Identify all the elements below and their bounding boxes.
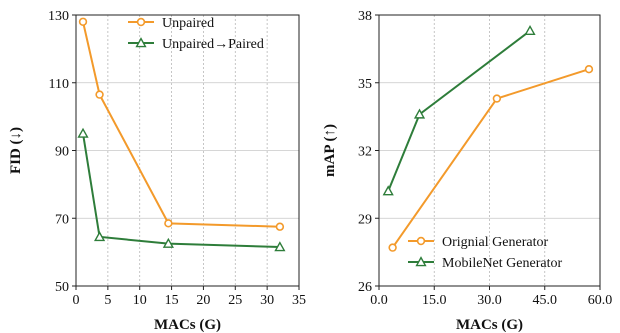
data-point-0 <box>164 219 173 228</box>
x-axis-label: MACs (G) <box>456 317 523 333</box>
series-line-1 <box>82 133 280 249</box>
data-point-1 <box>77 127 89 138</box>
y-tick-label: 70 <box>55 212 69 227</box>
data-point-0 <box>78 17 88 26</box>
x-tick-label: 30.0 <box>477 293 502 308</box>
y-tick-label: 32 <box>358 145 372 160</box>
x-tick-label: 0.0 <box>370 293 388 308</box>
legend-label: Orignial Generator <box>442 235 548 250</box>
data-point-0 <box>95 90 104 99</box>
x-axis-label: MACs (G) <box>154 317 221 333</box>
data-point-0 <box>492 94 502 103</box>
y-tick-label: 90 <box>55 145 69 160</box>
y-axis-label: mAP (↑) <box>322 124 338 177</box>
y-tick-label: 29 <box>358 212 372 227</box>
data-point-1 <box>382 185 394 196</box>
data-point-1 <box>274 241 286 252</box>
data-point-1 <box>93 231 106 242</box>
x-tick-label: 25 <box>228 293 242 308</box>
legend-marker <box>415 256 427 267</box>
x-tick-label: 35 <box>292 293 306 308</box>
map-chart: 0.0 15.0 30.0 45.0 60.0 26 29 32 35 38 MACs (G) mAP… <box>322 9 612 333</box>
series-line-0 <box>82 21 280 228</box>
y-tick-label: 26 <box>358 280 372 295</box>
y-tick-label: 50 <box>55 280 69 295</box>
series-line-0 <box>391 68 590 249</box>
x-tick-label: 15.0 <box>422 293 447 308</box>
y-tick-label: 38 <box>358 9 372 24</box>
x-tick-label: 0 <box>73 293 80 308</box>
legend: Unpaired Unpaired→Paired <box>128 16 264 52</box>
data-point-1 <box>413 108 426 119</box>
x-tick-label: 30 <box>260 293 274 308</box>
legend-marker <box>416 236 426 246</box>
x-tick-label: 5 <box>104 293 111 308</box>
legend-marker <box>135 37 147 48</box>
legend-marker <box>136 17 146 27</box>
data-point-0 <box>584 64 594 74</box>
legend-label: Unpaired <box>162 16 214 31</box>
y-tick-label: 110 <box>49 77 69 92</box>
x-tick-label: 20 <box>196 293 210 308</box>
series-line-1 <box>387 30 531 192</box>
data-point-0 <box>388 243 397 252</box>
x-tick-label: 60.0 <box>588 293 613 308</box>
legend-label: MobileNet Generator <box>442 256 562 271</box>
data-point-0 <box>275 222 285 231</box>
y-tick-label: 130 <box>48 9 69 24</box>
legend-label: Unpaired→Paired <box>162 37 264 52</box>
fid-chart: 0 5 10 15 20 25 30 35 50 70 90 110 130 MACs (G) FID (↓… <box>8 9 306 333</box>
y-tick-label: 35 <box>358 77 372 92</box>
legend: Orignial Generator MobileNet Generator <box>408 235 562 271</box>
x-tick-label: 15 <box>165 293 179 308</box>
data-point-1 <box>162 237 174 248</box>
y-axis-label: FID (↓) <box>8 127 24 174</box>
x-tick-label: 45.0 <box>533 293 558 308</box>
x-tick-label: 10 <box>133 293 147 308</box>
data-point-1 <box>524 24 536 36</box>
